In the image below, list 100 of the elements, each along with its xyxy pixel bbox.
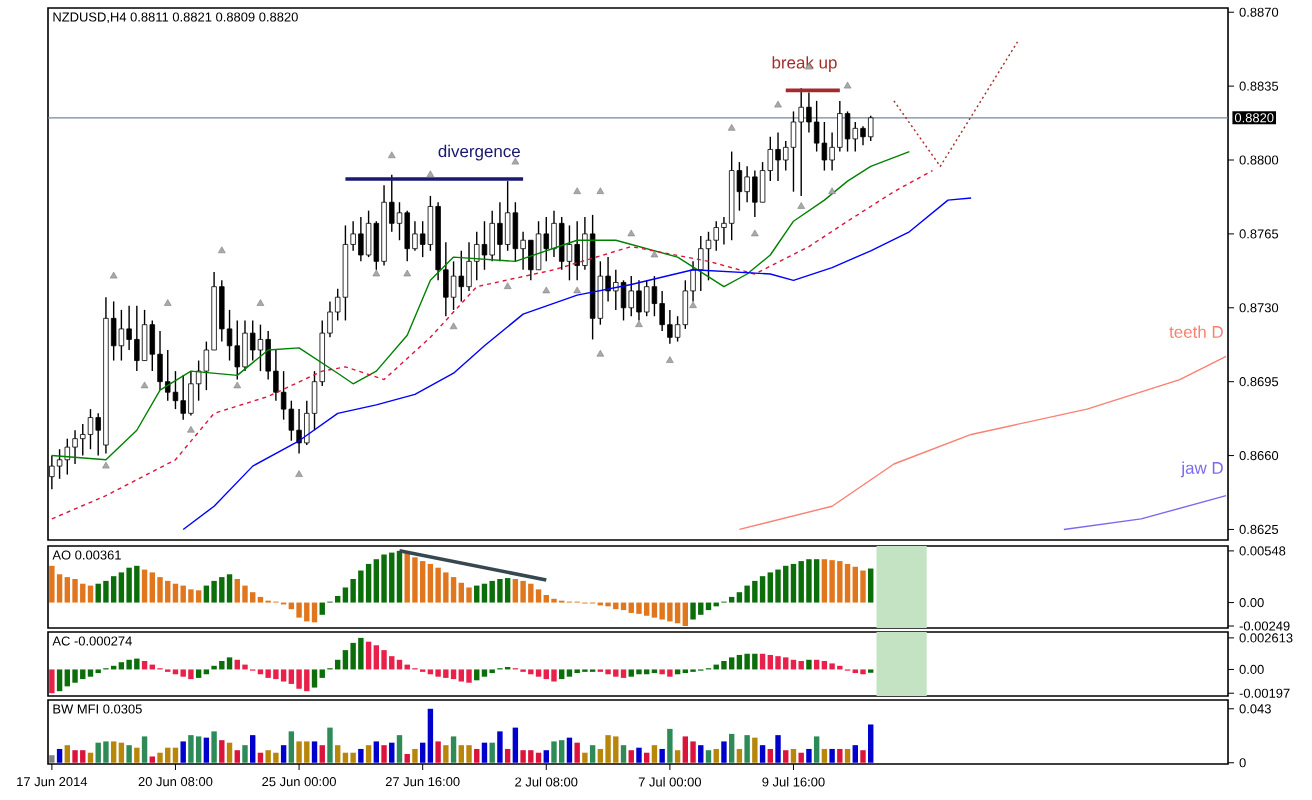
bar	[775, 735, 781, 763]
bar	[489, 742, 495, 763]
bar	[528, 750, 534, 763]
bar	[265, 750, 271, 763]
bar	[481, 742, 488, 763]
candlestick	[744, 165, 750, 203]
bar	[242, 585, 248, 603]
bar	[682, 736, 689, 763]
candlestick	[450, 260, 457, 311]
bar	[157, 752, 163, 763]
bar	[257, 752, 264, 763]
bar	[466, 745, 472, 763]
candlestick	[489, 209, 495, 263]
candlestick	[141, 309, 148, 362]
bar	[118, 662, 125, 670]
bar	[180, 585, 186, 603]
candlestick	[543, 216, 549, 263]
candlestick	[296, 408, 302, 455]
line-series	[182, 197, 972, 531]
bar	[728, 596, 735, 603]
candlestick	[628, 275, 634, 317]
point	[388, 151, 396, 159]
bar	[296, 669, 302, 689]
candlestick	[358, 216, 364, 263]
bar	[334, 745, 341, 763]
bar	[752, 580, 758, 603]
bar	[783, 657, 789, 670]
bar	[613, 736, 619, 763]
candlestick	[667, 309, 673, 345]
bar	[381, 554, 387, 603]
candlestick	[87, 408, 94, 450]
bar	[783, 565, 789, 603]
candlestick	[80, 423, 86, 457]
bar	[226, 657, 233, 670]
bar	[80, 750, 86, 763]
bar	[806, 748, 812, 763]
point	[573, 286, 581, 294]
candlestick	[172, 370, 179, 410]
bar	[559, 669, 565, 680]
bar	[141, 736, 148, 763]
bar	[636, 747, 642, 763]
candlestick	[288, 399, 295, 442]
bar	[242, 664, 248, 670]
bar	[566, 737, 573, 763]
bar	[474, 748, 480, 763]
bar	[311, 741, 318, 763]
bar	[767, 654, 773, 670]
bar	[188, 735, 194, 763]
candlestick	[242, 319, 248, 372]
bar	[728, 733, 735, 763]
bar	[504, 578, 511, 603]
bar	[767, 572, 773, 603]
bar	[605, 735, 611, 763]
candlestick	[250, 319, 256, 362]
bar	[535, 752, 542, 763]
bar	[56, 748, 63, 763]
candlestick	[613, 269, 619, 311]
bar	[736, 748, 743, 763]
bar	[721, 741, 727, 763]
bar	[365, 641, 372, 670]
candlestick	[157, 330, 163, 391]
bar	[95, 583, 101, 603]
bar	[520, 580, 526, 603]
bar	[829, 560, 835, 603]
bar	[643, 669, 650, 675]
bar	[613, 602, 619, 610]
candlestick	[404, 209, 410, 263]
series-label: divergence	[438, 144, 520, 161]
bar	[466, 587, 472, 603]
bar	[195, 669, 202, 678]
bar	[759, 576, 766, 603]
bar	[690, 602, 696, 620]
bar	[852, 745, 858, 763]
candlestick	[643, 279, 650, 317]
bar	[813, 736, 820, 763]
candlestick	[72, 429, 78, 465]
bar	[350, 752, 356, 763]
bar	[535, 589, 542, 603]
bar	[358, 748, 364, 763]
bar	[412, 748, 418, 763]
bar	[203, 585, 210, 603]
candlestick	[365, 209, 372, 258]
point	[828, 187, 836, 194]
bar	[265, 669, 271, 678]
bar	[195, 590, 202, 603]
candlestick	[481, 220, 488, 271]
candlestick	[165, 349, 171, 402]
point	[542, 286, 551, 294]
candlestick	[651, 275, 658, 317]
bar	[118, 742, 125, 763]
candlestick	[535, 220, 542, 271]
point	[650, 250, 659, 258]
bar	[188, 589, 194, 603]
bar	[358, 570, 364, 603]
bar	[188, 669, 194, 680]
point	[403, 269, 411, 277]
bar	[157, 577, 163, 603]
bar	[798, 561, 804, 603]
bar	[705, 750, 712, 763]
bar	[667, 728, 673, 763]
